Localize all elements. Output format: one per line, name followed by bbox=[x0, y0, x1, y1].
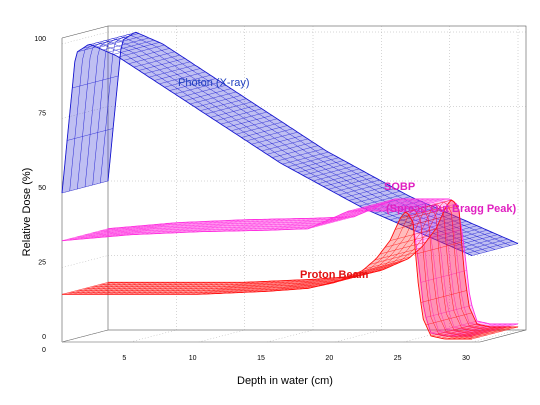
sobp-mesh-strand bbox=[92, 202, 503, 329]
grid-line-x-floor bbox=[198, 329, 245, 343]
y-tick-label: 0 bbox=[42, 334, 46, 341]
x-tick-label: 0 bbox=[42, 347, 46, 354]
grid-line-x-floor bbox=[61, 329, 109, 343]
x-tick-label: 20 bbox=[325, 355, 333, 362]
grid-line-y-wall bbox=[61, 255, 109, 268]
grid-line-x-floor bbox=[130, 329, 177, 343]
depth-edge-bottom-right bbox=[479, 329, 527, 343]
ribbons bbox=[61, 31, 519, 340]
x-tick-label: 30 bbox=[462, 355, 470, 362]
sobp-back-edge bbox=[107, 198, 518, 325]
grid-line-x-floor bbox=[335, 329, 382, 343]
proton-mesh-strand bbox=[100, 201, 511, 330]
proton-mesh-strand bbox=[92, 203, 503, 332]
sobp-mesh-strand bbox=[84, 204, 495, 331]
proton-mesh-strand bbox=[77, 207, 488, 336]
tick-labels: 0 25 50 75 100 0 5 10 15 20 25 30 bbox=[34, 36, 470, 362]
x-tick-label: 15 bbox=[257, 355, 265, 362]
proton-annotation: Proton Beam bbox=[300, 269, 369, 281]
grid-line-y-wall bbox=[61, 31, 109, 45]
proton-ribbon bbox=[61, 199, 519, 340]
sobp-mesh-strand bbox=[69, 208, 480, 335]
proton-ribbon-fill bbox=[62, 200, 518, 339]
photon-annotation: Photon (X-ray) bbox=[178, 77, 250, 89]
proton-front-edge bbox=[62, 211, 472, 340]
grid-line-x-floor bbox=[471, 329, 519, 343]
sobp-mesh-strand bbox=[77, 206, 488, 333]
y-axis-label: Relative Dose (%) bbox=[21, 168, 33, 257]
sobp-mesh-strand bbox=[100, 200, 511, 327]
grid-line-x-floor bbox=[266, 329, 314, 343]
x-tick-label: 25 bbox=[394, 355, 402, 362]
depth-edge-top-left bbox=[61, 25, 109, 39]
photon-ribbon-fill bbox=[62, 32, 518, 256]
proton-mesh-strand bbox=[85, 205, 495, 334]
sobp-front-edge bbox=[61, 210, 472, 337]
y-tick-label: 25 bbox=[38, 260, 46, 267]
depth-edge-bottom-left bbox=[61, 329, 109, 343]
x-tick-label: 5 bbox=[122, 355, 126, 362]
x-tick-label: 10 bbox=[189, 355, 197, 362]
proton-mesh-strand bbox=[69, 209, 480, 338]
x-axis-label: Depth in water (cm) bbox=[237, 375, 333, 387]
y-tick-label: 75 bbox=[38, 111, 46, 118]
y-tick-label: 50 bbox=[38, 185, 46, 192]
photon-back-edge bbox=[107, 31, 519, 245]
sobp-annotation: SOBP bbox=[384, 181, 415, 193]
sobp-subtitle-annotation: (Spread Out Bragg Peak) bbox=[386, 203, 517, 215]
y-tick-label: 100 bbox=[34, 36, 46, 43]
proton-back-edge bbox=[108, 199, 518, 328]
sobp-ribbon bbox=[61, 198, 519, 337]
